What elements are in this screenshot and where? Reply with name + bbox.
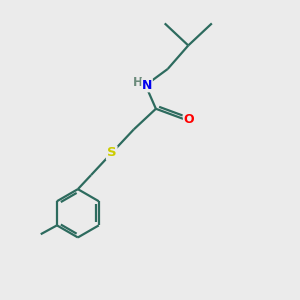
Text: N: N: [142, 79, 152, 92]
Text: S: S: [107, 146, 116, 159]
Text: H: H: [132, 76, 142, 89]
Text: O: O: [184, 112, 194, 126]
